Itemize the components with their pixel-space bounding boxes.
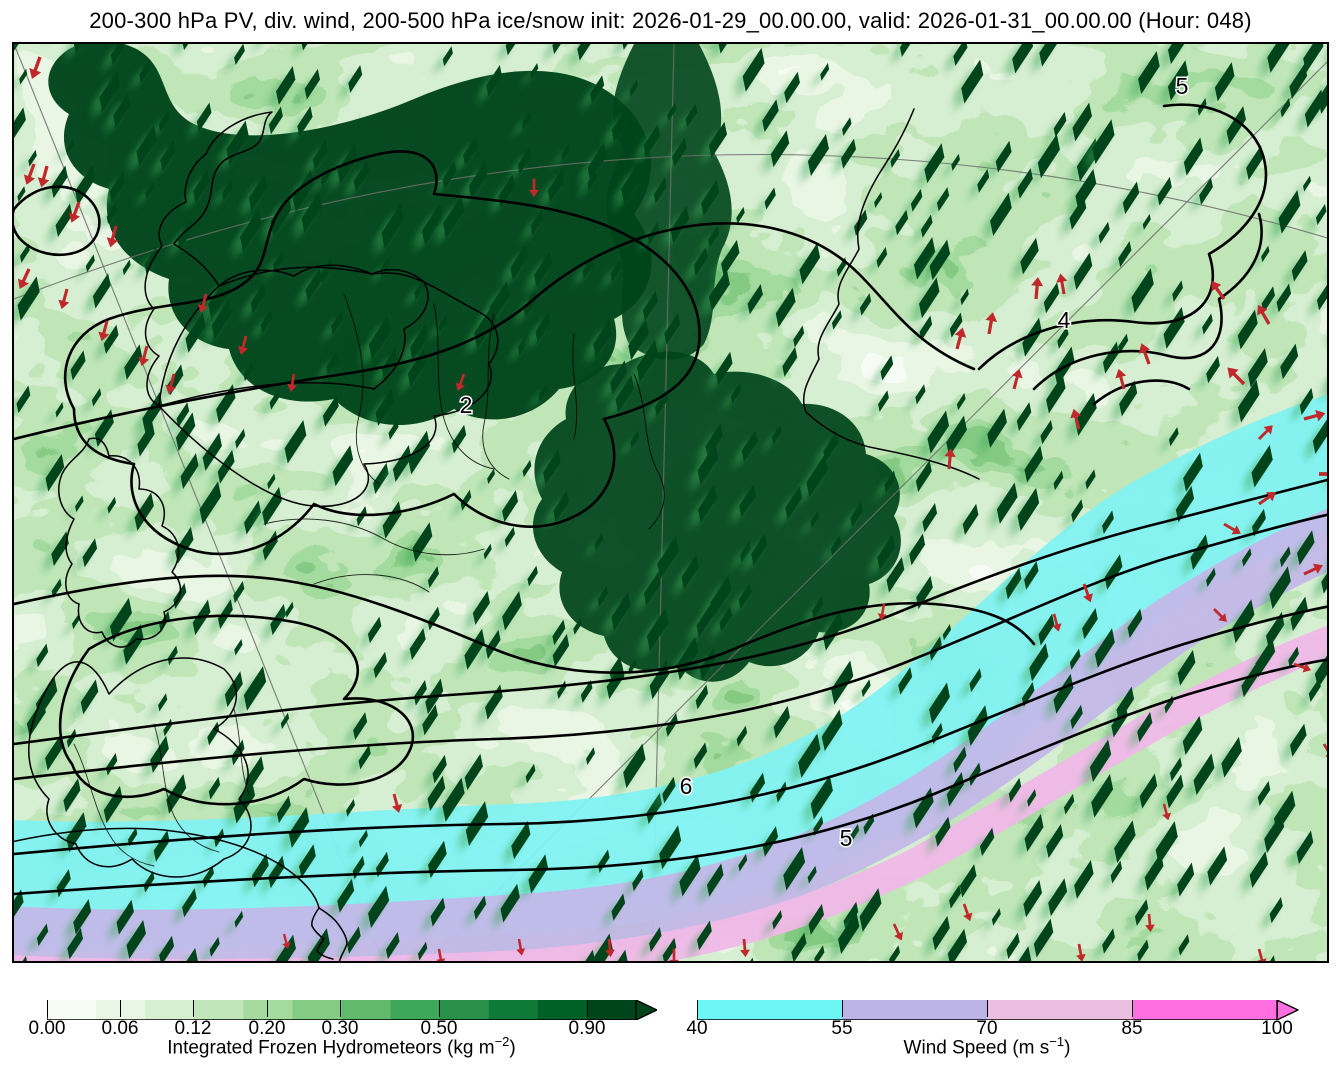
svg-text:5: 5 bbox=[1176, 73, 1189, 99]
svg-text:6: 6 bbox=[680, 773, 693, 799]
svg-text:5: 5 bbox=[840, 825, 853, 851]
svg-text:4: 4 bbox=[1058, 307, 1071, 333]
svg-text:2: 2 bbox=[460, 392, 473, 418]
